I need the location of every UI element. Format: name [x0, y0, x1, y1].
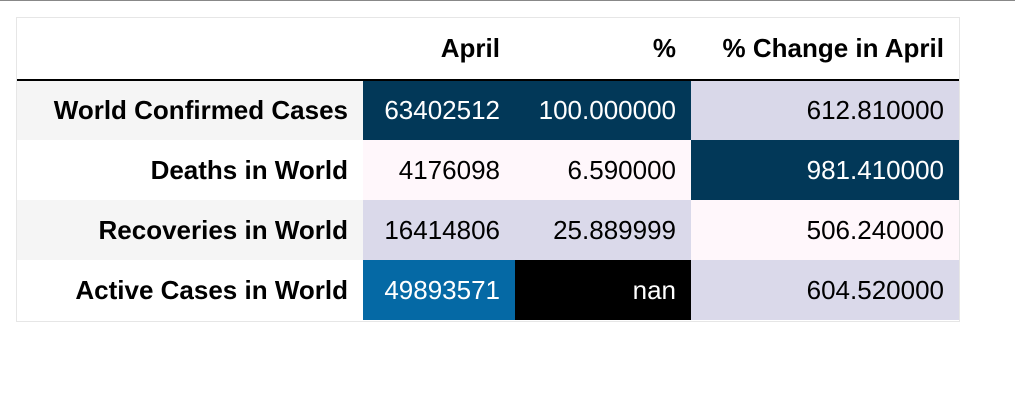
table-cell: 16414806	[363, 200, 515, 260]
column-header-april: April	[363, 18, 515, 81]
table-row: Recoveries in World 16414806 25.889999 5…	[17, 200, 959, 260]
table-cell: 506.240000	[691, 200, 959, 260]
column-header-percent-change: % Change in April	[691, 18, 959, 81]
row-label: Deaths in World	[17, 140, 363, 200]
table-row: Deaths in World 4176098 6.590000 981.410…	[17, 140, 959, 200]
column-header-percent: %	[515, 18, 691, 81]
table-cell: 981.410000	[691, 140, 959, 200]
styled-dataframe: April % % Change in April World Confirme…	[16, 17, 960, 322]
row-label: Recoveries in World	[17, 200, 363, 260]
table-cell: 25.889999	[515, 200, 691, 260]
table-cell: 63402512	[363, 80, 515, 140]
table-cell: 6.590000	[515, 140, 691, 200]
row-label: Active Cases in World	[17, 260, 363, 320]
table-row: Active Cases in World 49893571 nan 604.5…	[17, 260, 959, 320]
table-cell: 612.810000	[691, 80, 959, 140]
index-header	[17, 18, 363, 81]
top-divider	[0, 0, 1015, 1]
data-table: April % % Change in April World Confirme…	[17, 18, 959, 320]
table-cell: 100.000000	[515, 80, 691, 140]
table-cell: nan	[515, 260, 691, 320]
table-row: World Confirmed Cases 63402512 100.00000…	[17, 80, 959, 140]
header-row: April % % Change in April	[17, 18, 959, 81]
table-cell: 49893571	[363, 260, 515, 320]
table-cell: 4176098	[363, 140, 515, 200]
table-cell: 604.520000	[691, 260, 959, 320]
row-label: World Confirmed Cases	[17, 80, 363, 140]
